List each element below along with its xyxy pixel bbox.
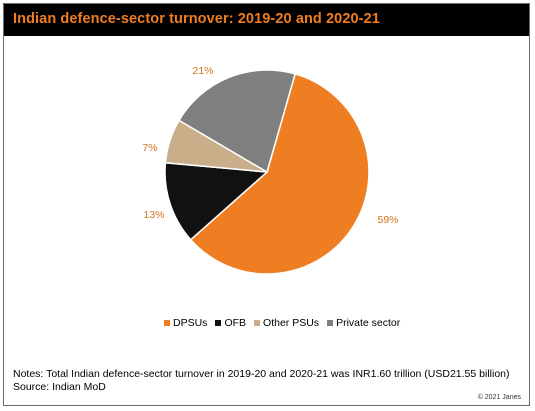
legend-label: Other PSUs	[263, 317, 320, 329]
legend-swatch	[327, 320, 334, 326]
data-label-private-sector: 21%	[192, 65, 213, 77]
data-label-dpsus: 59%	[377, 214, 398, 226]
legend-item-other-psus: Other PSUs	[254, 317, 319, 329]
chart-title: Indian defence-sector turnover: 2019-20 …	[13, 11, 380, 27]
chart-frame: Indian defence-sector turnover: 2019-20 …	[3, 3, 530, 406]
legend-label: OFB	[224, 317, 247, 329]
chart-notes: Notes: Total Indian defence-sector turno…	[13, 368, 510, 394]
legend-item-ofb: OFB	[215, 317, 246, 329]
chart-legend: DPSUs OFB Other PSUs Private sector	[164, 317, 408, 329]
legend-item-private-sector: Private sector	[327, 317, 400, 329]
legend-item-dpsus: DPSUs	[164, 317, 207, 329]
legend-swatch	[215, 320, 222, 326]
legend-swatch	[254, 320, 261, 326]
notes-line: Notes: Total Indian defence-sector turno…	[13, 368, 510, 380]
source-line: Source: Indian MoD	[13, 381, 106, 393]
legend-swatch	[164, 320, 170, 326]
data-label-other-psus: 7%	[142, 142, 157, 154]
copyright-text: © 2021 Janes	[477, 394, 521, 401]
pie-slice-ofb	[164, 161, 269, 241]
legend-label: Private sector	[336, 317, 401, 329]
data-label-ofb: 13%	[143, 209, 164, 221]
pie-slice-private-sector	[177, 69, 297, 174]
pie-slice-dpsus	[189, 73, 370, 275]
pie-chart: 59% 13% 7% 21%	[142, 65, 399, 275]
title-bar: Indian defence-sector turnover: 2019-20 …	[4, 4, 529, 36]
legend-label: DPSUs	[173, 317, 208, 329]
